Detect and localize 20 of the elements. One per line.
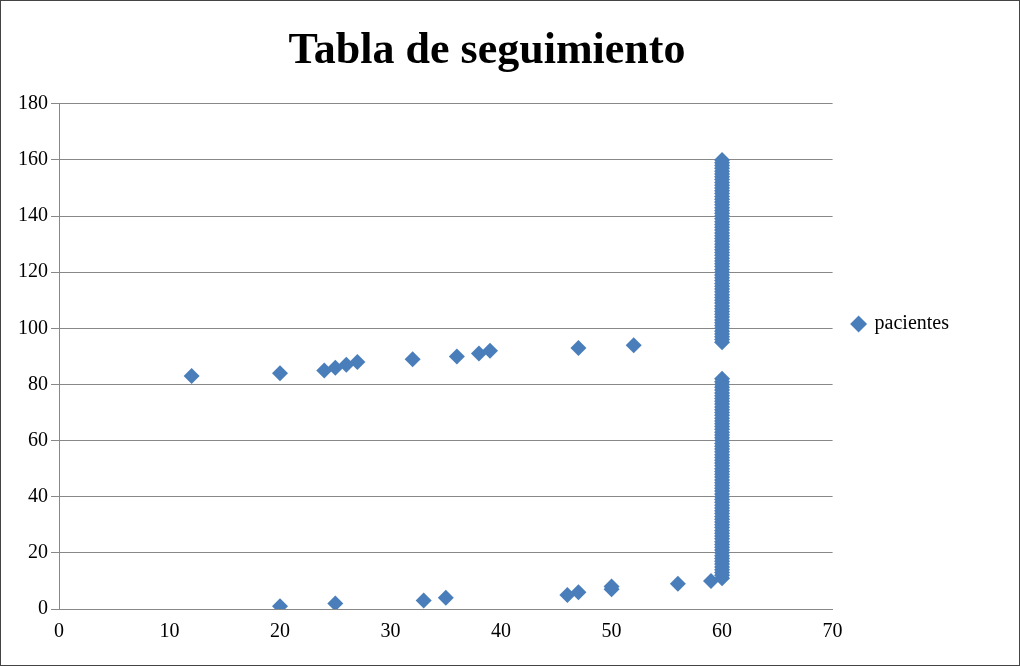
x-tick-label: 20 (270, 619, 291, 642)
y-tick-label: 0 (38, 596, 48, 619)
x-tick-label: 60 (712, 619, 733, 642)
y-tick-label: 160 (18, 147, 48, 170)
y-tick-label: 140 (18, 203, 48, 226)
y-tick-label: 40 (28, 483, 48, 506)
y-tick-label: 80 (28, 371, 48, 394)
x-tick-label: 30 (380, 619, 401, 642)
x-tick-label: 70 (822, 619, 843, 642)
chart-title: Tabla de seguimiento (288, 23, 686, 73)
y-tick-label: 100 (18, 315, 48, 338)
x-tick-label: 0 (54, 619, 64, 642)
x-tick-label: 50 (601, 619, 622, 642)
y-tick-label: 120 (18, 259, 48, 282)
legend-label: pacientes (874, 311, 950, 335)
y-tick-label: 60 (28, 427, 48, 450)
y-tick-label: 20 (28, 540, 48, 563)
y-tick-label: 180 (18, 91, 48, 114)
x-tick-label: 40 (491, 619, 512, 642)
x-tick-label: 10 (159, 619, 180, 642)
